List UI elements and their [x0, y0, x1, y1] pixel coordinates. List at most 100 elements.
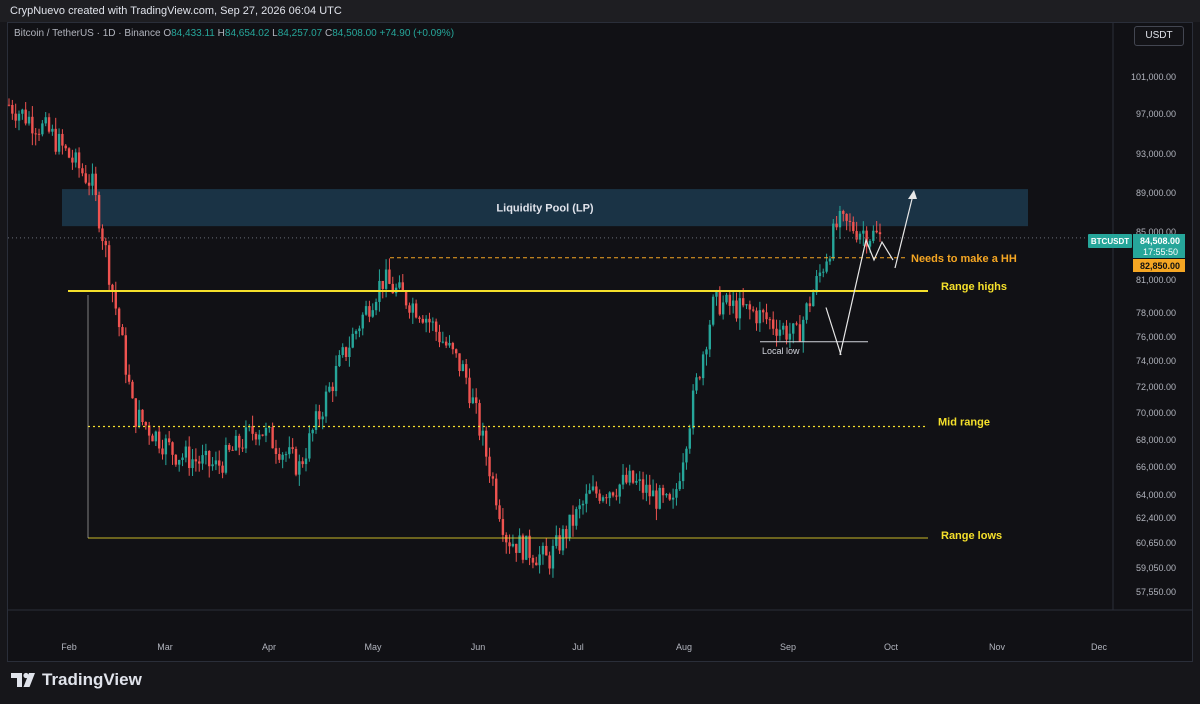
candle-body [348, 347, 351, 358]
candle-body [134, 398, 138, 427]
candle-body [341, 347, 344, 356]
candle-body [214, 460, 218, 465]
candle-body [842, 210, 845, 214]
candle-body [354, 331, 358, 334]
month-tick: Aug [676, 642, 692, 652]
candle-body [848, 220, 852, 222]
candle-body [755, 310, 758, 324]
candle-body [611, 492, 615, 496]
candle-body [351, 333, 354, 348]
candle-body [238, 435, 241, 448]
month-tick: Jun [471, 642, 486, 652]
candle-body [454, 349, 458, 354]
candle-body [144, 422, 148, 426]
candle-body [11, 105, 14, 114]
candle-body [678, 481, 681, 490]
candle-body [431, 321, 435, 323]
candle-body [578, 505, 581, 510]
ticker-tag: BTCUSDT [1091, 237, 1129, 246]
candle-body [721, 302, 725, 315]
candle-body [97, 195, 101, 229]
candle-body [147, 425, 151, 436]
candle-body [224, 444, 228, 473]
candle-body [167, 438, 171, 443]
candle-body [34, 133, 37, 135]
symbol-legend[interactable]: Bitcoin / TetherUS · 1D · Binance O84,43… [14, 28, 454, 39]
candle-body [384, 269, 388, 289]
price-tick: 89,000.00 [1136, 188, 1176, 198]
candle-body [805, 303, 808, 320]
needs-hh-label: Needs to make a HH [911, 253, 1017, 265]
candle-body [458, 353, 461, 371]
candle-body [521, 535, 525, 560]
candle-body [745, 304, 748, 306]
candle-body [588, 490, 591, 494]
candle-body [371, 310, 374, 317]
tradingview-logo-icon [11, 672, 35, 687]
candle-body [27, 116, 31, 124]
chart-frame[interactable] [7, 22, 1193, 662]
candle-body [67, 148, 71, 158]
candle-body [751, 309, 755, 311]
candle-body [314, 411, 318, 430]
candle-body [198, 461, 201, 464]
candle-body [601, 497, 605, 501]
candle-body [725, 294, 728, 303]
candle-body [361, 314, 364, 329]
candle-body [645, 484, 648, 493]
candle-body [71, 157, 74, 163]
candle-body [628, 470, 631, 483]
candle-body [451, 342, 455, 350]
candle-body [228, 444, 231, 450]
candle-body [498, 505, 501, 520]
month-tick: Mar [157, 642, 173, 652]
candle-body [461, 364, 465, 371]
candle-body [735, 300, 738, 319]
candle-body [268, 427, 271, 429]
price-tick: 93,000.00 [1136, 149, 1176, 159]
price-tick: 62,400.00 [1136, 513, 1176, 523]
candle-body [278, 453, 281, 460]
ticker-tag-bg [1088, 234, 1132, 248]
candle-body [91, 173, 94, 186]
candle-body [595, 486, 598, 494]
candle-body [768, 319, 772, 321]
candle-body [852, 221, 855, 232]
candle-body [231, 449, 234, 451]
candle-body [87, 182, 91, 186]
footer [0, 662, 1200, 704]
candle-body [301, 461, 304, 465]
candle-body [528, 535, 531, 558]
candle-body [201, 455, 204, 464]
price-tick: 76,000.00 [1136, 332, 1176, 342]
candle-body [705, 349, 708, 355]
candle-body [635, 480, 638, 483]
candle-body [41, 123, 44, 135]
candle-body [274, 448, 278, 454]
candle-body [625, 474, 628, 483]
high-value: 84,654.02 [224, 28, 270, 39]
candle-body [808, 303, 812, 307]
candle-body [835, 223, 838, 228]
candle-body [137, 409, 141, 427]
currency-button[interactable]: USDT [1134, 26, 1184, 46]
candle-body [481, 430, 485, 436]
candle-body [411, 303, 414, 313]
candle-body [381, 280, 384, 289]
candle-body [418, 317, 421, 319]
candle-body [131, 381, 134, 399]
candle-body [281, 454, 284, 460]
candle-body [651, 490, 655, 497]
candle-body [24, 109, 27, 124]
candle-body [648, 484, 651, 497]
candle-body [51, 128, 54, 132]
candle-body [318, 411, 321, 420]
candle-body [675, 489, 678, 498]
candle-body [828, 258, 832, 262]
candle-body [401, 282, 404, 292]
candle-body [698, 377, 701, 379]
candle-body [878, 232, 882, 235]
tradingview-logo[interactable]: TradingView [10, 670, 142, 690]
candle-body [822, 271, 825, 273]
